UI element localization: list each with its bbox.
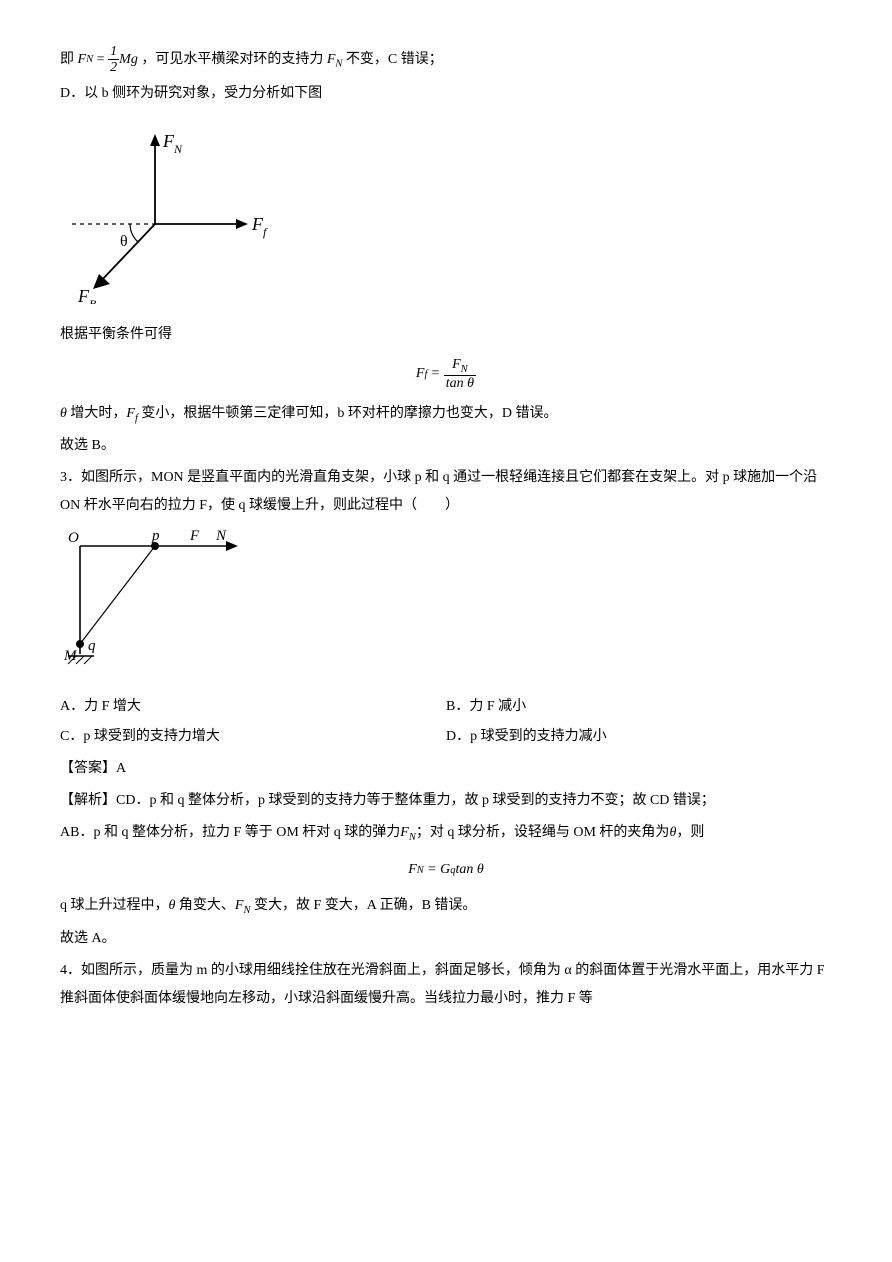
text: 变大，故 F 变大，A 正确，B 错误。	[250, 898, 476, 913]
q4-stem: 4．如图所示，质量为 m 的小球用细线拴住放在光滑斜面上，斜面足够长，倾角为 α…	[60, 957, 832, 1013]
text: 即	[60, 52, 74, 67]
q3-stem: 3．如图所示，MON 是竖直平面内的光滑直角支架，小球 p 和 q 通过一根轻绳…	[60, 464, 832, 520]
sym: F	[126, 406, 135, 421]
svg-text:q: q	[88, 638, 96, 654]
q3-options-row1: A．力 F 增大 B．力 F 减小	[60, 693, 832, 721]
text: ，则	[676, 825, 704, 840]
sub: N	[417, 860, 424, 881]
sub-N: N	[86, 49, 93, 70]
svg-text:p: p	[151, 528, 160, 544]
force-diagram: FN Ff FB θ	[60, 114, 832, 315]
text: ，可见水平横梁对环的支持力	[141, 52, 323, 67]
para-theta: θ 增大时，Ff 变小，根据牛顿第三定律可知，b 环对杆的摩擦力也变大，D 错误…	[60, 400, 832, 429]
svg-text:Ff: Ff	[251, 214, 268, 239]
q3-opt-c: C．p 球受到的支持力增大	[60, 723, 446, 751]
q3-options-row2: C．p 球受到的支持力增大 D．p 球受到的支持力减小	[60, 723, 832, 751]
mon-diagram: O p F N M q	[60, 526, 832, 687]
q3-exp-cd: 【解析】CD．p 和 q 整体分析，p 球受到的支持力等于整体重力，故 p 球受…	[60, 787, 832, 815]
sym: F	[408, 856, 417, 884]
q3-answer: 【答案】A	[60, 755, 832, 783]
para-q-rise: q 球上升过程中，θ 角变大、FN 变大，故 F 变大，A 正确，B 错误。	[60, 892, 832, 921]
tail: Mg	[119, 46, 138, 74]
tail: tan θ	[455, 856, 483, 884]
sym: F	[416, 360, 425, 388]
eq2: Ff = FN tan θ	[60, 357, 832, 392]
sym: F	[400, 825, 409, 840]
q3-opt-d: D．p 球受到的支持力减小	[446, 723, 832, 751]
para-eq1: 即 FN = 1 2 Mg ，可见水平横梁对环的支持力 FN 不变，C 错误；	[60, 44, 832, 76]
sym-F: F	[78, 46, 87, 74]
sym: F	[323, 52, 335, 67]
num: 1	[108, 44, 119, 59]
svg-text:F: F	[189, 528, 200, 544]
text: 不变，C 错误；	[342, 52, 442, 67]
svg-text:O: O	[68, 530, 79, 546]
q3-exp-ab: AB．p 和 q 整体分析，拉力 F 等于 OM 杆对 q 球的弹力FN；对 q…	[60, 819, 832, 848]
text: ；对 q 球分析，设轻绳与 OM 杆的夹角为	[416, 825, 670, 840]
text: 角变大、	[175, 898, 235, 913]
text: q 球上升过程中，	[60, 898, 169, 913]
sub: N	[409, 832, 416, 843]
para-eq2label: 根据平衡条件可得	[60, 321, 832, 349]
sym: G	[440, 856, 450, 884]
text: AB．p 和 q 整体分析，拉力 F 等于 OM 杆对 q 球的弹力	[60, 825, 400, 840]
den: 2	[108, 59, 119, 75]
q3-opt-b: B．力 F 减小	[446, 693, 832, 721]
text: 增大时，	[67, 406, 127, 421]
para-select-a: 故选 A。	[60, 925, 832, 953]
q3-opt-a: A．力 F 增大	[60, 693, 446, 721]
para-d: D．以 b 侧环为研究对象，受力分析如下图	[60, 80, 832, 108]
svg-text:N: N	[215, 528, 227, 544]
svg-text:θ: θ	[120, 233, 128, 250]
svg-text:M: M	[63, 648, 78, 664]
inline-eq-fn: FN = 1 2 Mg	[78, 44, 138, 76]
svg-text:FN: FN	[162, 131, 183, 156]
text: 变小，根据牛顿第三定律可知，b 环对杆的摩擦力也变大，D 错误。	[138, 406, 558, 421]
eq3: FN = Gq tan θ	[60, 856, 832, 884]
sym: θ	[60, 406, 67, 421]
para-select-b: 故选 B。	[60, 432, 832, 460]
